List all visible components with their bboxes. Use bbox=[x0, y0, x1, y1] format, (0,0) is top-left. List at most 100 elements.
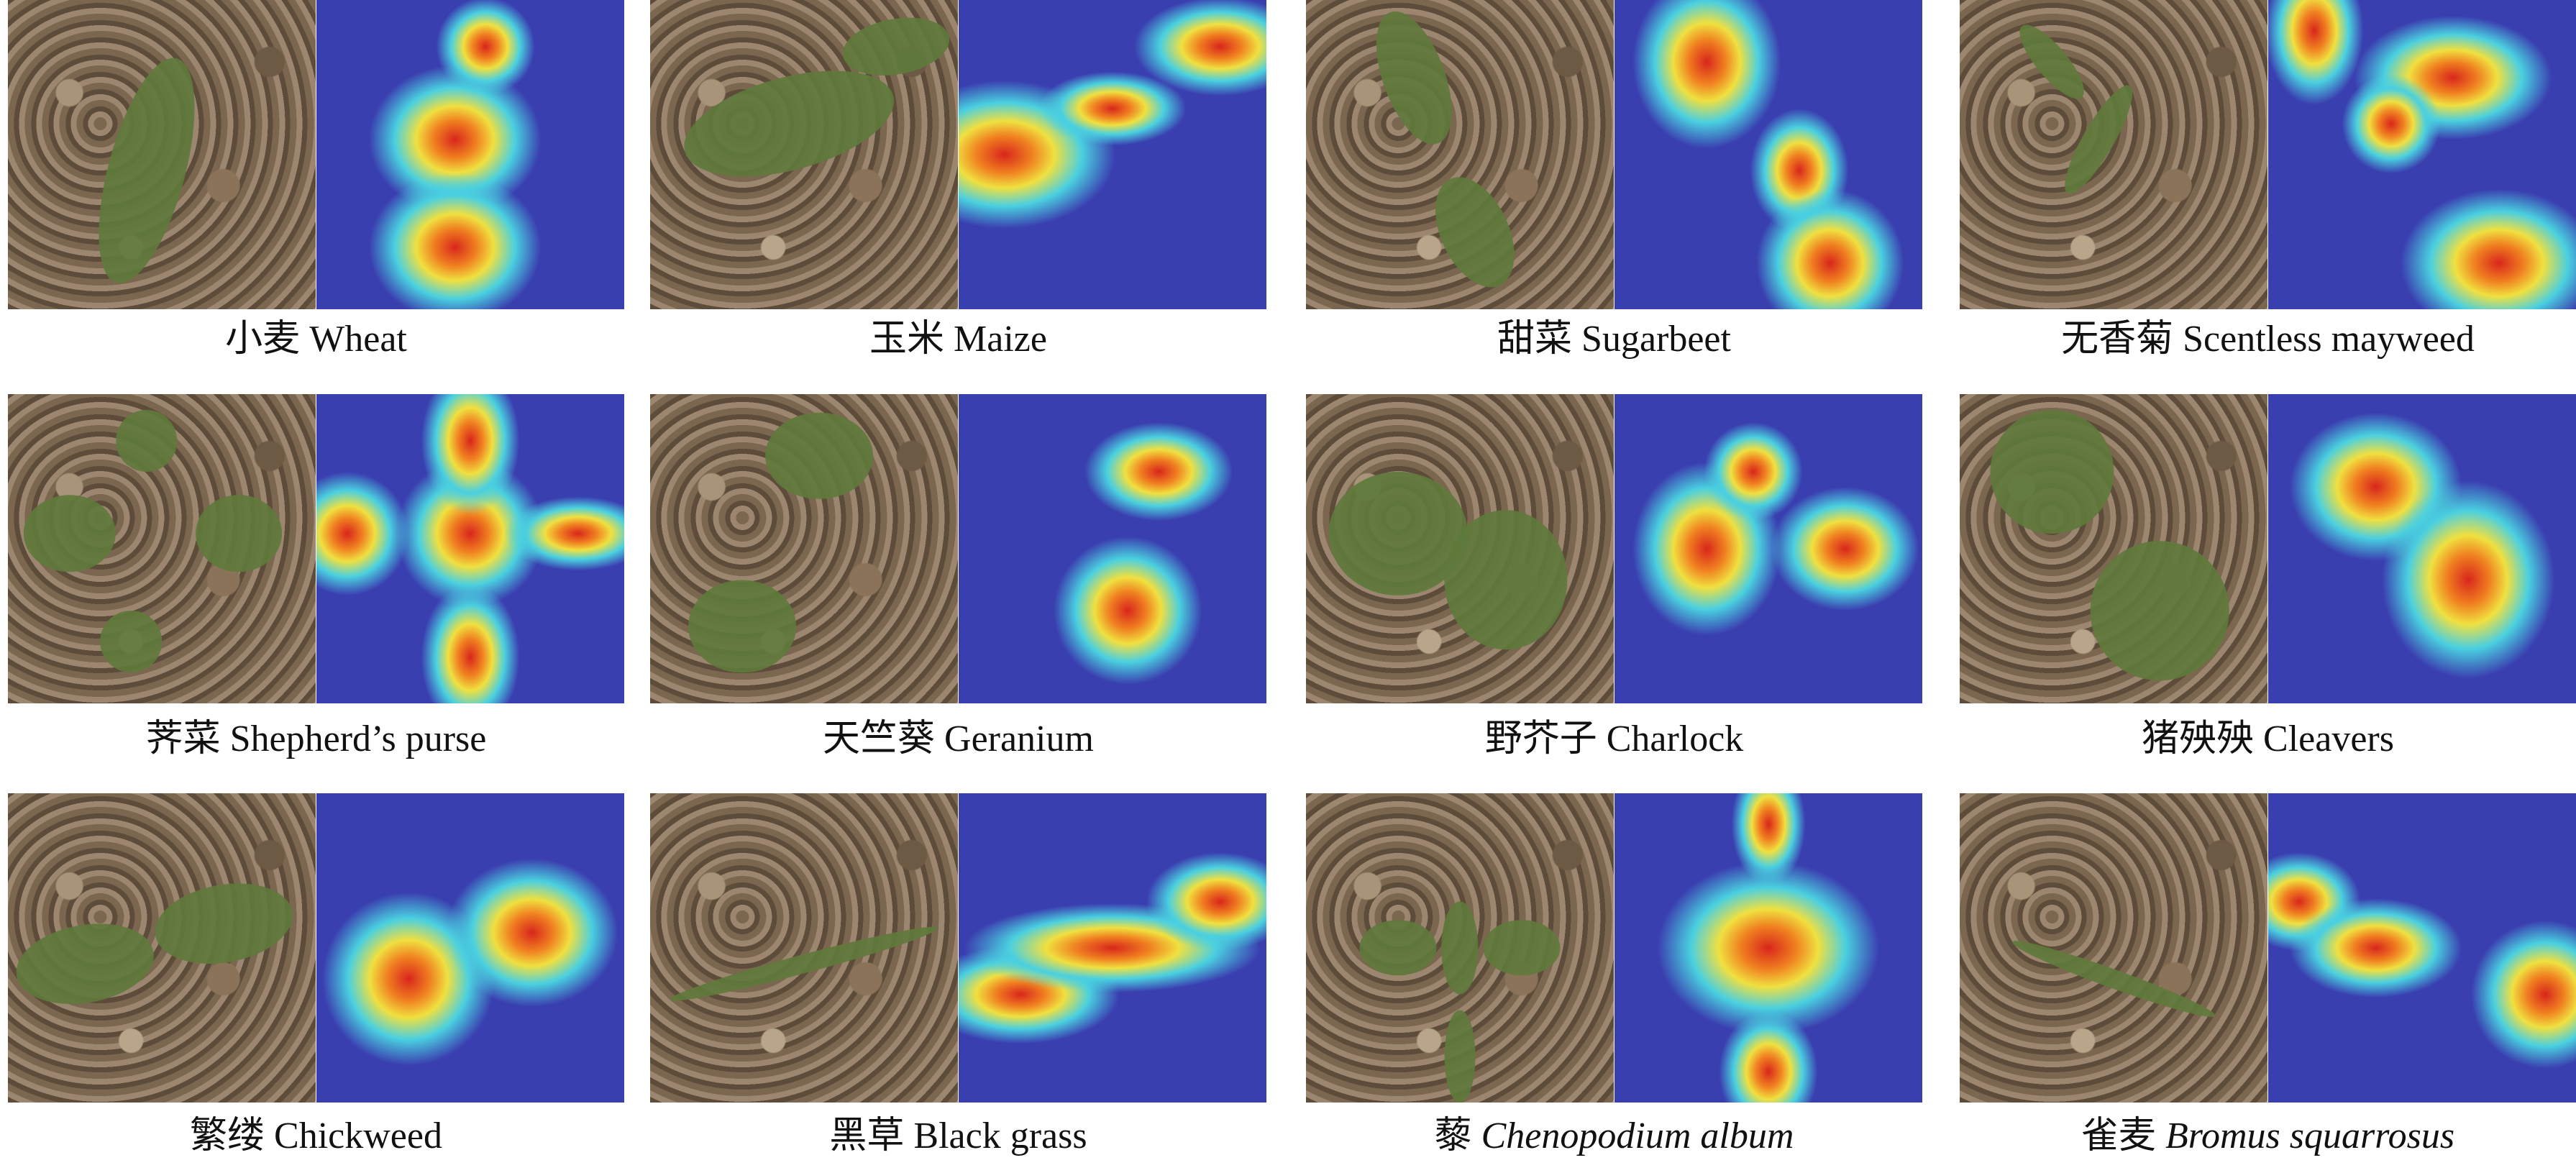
leaf bbox=[196, 494, 282, 572]
heat-region bbox=[445, 858, 618, 1007]
heat-region bbox=[1146, 852, 1266, 951]
leaf bbox=[79, 47, 214, 293]
heat-region bbox=[421, 394, 520, 515]
leaf bbox=[1483, 920, 1561, 976]
seedling-photo bbox=[650, 394, 958, 703]
leaf bbox=[1990, 409, 2114, 534]
caption-chinese: 小麦 bbox=[225, 319, 301, 360]
leaf bbox=[1444, 1010, 1476, 1103]
leaf bbox=[688, 580, 797, 672]
grad-cam-heatmap bbox=[2268, 394, 2576, 703]
grad-cam-heatmap bbox=[316, 793, 624, 1103]
leaf bbox=[2054, 78, 2143, 201]
leaf bbox=[148, 872, 298, 974]
caption-english: Chickweed bbox=[274, 1115, 442, 1156]
leaf bbox=[2009, 933, 2219, 1025]
seedling-photo bbox=[1960, 0, 2267, 309]
panel-caption: 小麦 Wheat bbox=[8, 308, 624, 362]
grad-cam-heatmap bbox=[2268, 793, 2576, 1103]
seedling-panel bbox=[1306, 793, 1922, 1103]
grad-cam-heatmap bbox=[959, 793, 1266, 1103]
heat-region bbox=[2471, 920, 2576, 1069]
caption-chinese: 藜 bbox=[1434, 1115, 1472, 1156]
panel-caption: 雀麦 Bromus squarrosus bbox=[1960, 1105, 2576, 1159]
seedling-panel bbox=[8, 394, 624, 703]
panel-caption: 野芥子 Charlock bbox=[1306, 708, 1922, 762]
seedling-panel bbox=[1960, 394, 2576, 703]
heat-region bbox=[1657, 861, 1880, 1035]
leaf bbox=[23, 494, 116, 572]
caption-chinese: 黑草 bbox=[829, 1115, 905, 1156]
leaf bbox=[667, 918, 941, 1008]
panel-caption: 玉米 Maize bbox=[650, 308, 1266, 362]
seedling-panel bbox=[1960, 0, 2576, 309]
leaf bbox=[2010, 16, 2094, 108]
seedling-panel bbox=[8, 0, 624, 309]
caption-english: Shepherd’s purse bbox=[229, 718, 487, 759]
heat-region bbox=[436, 0, 535, 96]
leaf bbox=[9, 913, 160, 1014]
seedling-photo bbox=[1960, 793, 2267, 1103]
heat-region bbox=[504, 496, 624, 571]
caption-chinese: 猪殃殃 bbox=[2142, 718, 2255, 759]
seedling-photo bbox=[8, 394, 316, 703]
caption-english: Scentless mayweed bbox=[2183, 319, 2475, 360]
panel-caption: 荠菜 Shepherd’s purse bbox=[8, 708, 624, 762]
heat-region bbox=[2382, 480, 2555, 679]
leaf bbox=[1444, 510, 1568, 649]
grad-cam-heatmap bbox=[959, 394, 1266, 703]
leaf bbox=[1329, 471, 1468, 595]
seedling-photo bbox=[8, 0, 316, 309]
grad-cam-heatmap bbox=[959, 0, 1266, 309]
caption-chinese: 荠菜 bbox=[145, 718, 221, 759]
heat-region bbox=[1719, 1010, 1818, 1103]
seedling-panel bbox=[650, 793, 1266, 1103]
grad-cam-heatmap bbox=[1614, 0, 1922, 309]
seedling-panel bbox=[1306, 394, 1922, 703]
seedling-panel bbox=[1306, 0, 1922, 309]
seedling-panel bbox=[8, 793, 624, 1103]
leaf bbox=[1361, 1, 1467, 154]
heat-region bbox=[1054, 536, 1202, 685]
seedling-photo bbox=[650, 793, 958, 1103]
caption-english: Black grass bbox=[913, 1115, 1087, 1156]
heat-region bbox=[316, 471, 409, 595]
seedling-photo bbox=[8, 793, 316, 1103]
heat-region bbox=[1731, 793, 1806, 886]
caption-english: Geranium bbox=[944, 718, 1094, 759]
caption-chinese: 雀麦 bbox=[2081, 1115, 2156, 1156]
seedling-photo bbox=[1306, 793, 1614, 1103]
grad-cam-heatmap bbox=[1614, 793, 1922, 1103]
heat-region bbox=[2401, 188, 2576, 309]
panel-caption: 天竺葵 Geranium bbox=[650, 708, 1266, 762]
grad-cam-heatmap bbox=[316, 394, 624, 703]
seedling-panel bbox=[1960, 793, 2576, 1103]
caption-english: Cleavers bbox=[2263, 718, 2394, 759]
leaf bbox=[1359, 920, 1437, 976]
panel-caption: 甜菜 Sugarbeet bbox=[1306, 308, 1922, 362]
panel-caption: 猪殃殃 Cleavers bbox=[1960, 708, 2576, 762]
heat-region bbox=[1755, 188, 1904, 309]
panel-caption: 繁缕 Chickweed bbox=[8, 1105, 624, 1159]
seedling-photo bbox=[1306, 0, 1614, 309]
heat-region bbox=[2268, 0, 2364, 106]
leaf bbox=[1441, 901, 1479, 995]
caption-english: Charlock bbox=[1606, 718, 1744, 759]
caption-english: Chenopodium album bbox=[1481, 1115, 1794, 1156]
caption-chinese: 繁缕 bbox=[190, 1115, 265, 1156]
leaf bbox=[1420, 164, 1531, 300]
panel-caption: 无香菊 Scentless mayweed bbox=[1960, 308, 2576, 362]
seedling-panel bbox=[650, 394, 1266, 703]
leaf bbox=[100, 611, 162, 672]
heat-region bbox=[2342, 74, 2441, 173]
heat-region bbox=[368, 173, 542, 309]
grad-cam-heatmap bbox=[2268, 0, 2576, 309]
heat-region bbox=[421, 583, 520, 703]
caption-chinese: 甜菜 bbox=[1497, 319, 1573, 360]
heat-region bbox=[1632, 0, 1781, 149]
seedling-photo bbox=[1960, 394, 2267, 703]
caption-english: Bromus squarrosus bbox=[2165, 1115, 2455, 1156]
caption-chinese: 玉米 bbox=[869, 319, 945, 360]
panel-caption: 黑草 Black grass bbox=[650, 1105, 1266, 1159]
heat-region bbox=[2289, 898, 2462, 998]
